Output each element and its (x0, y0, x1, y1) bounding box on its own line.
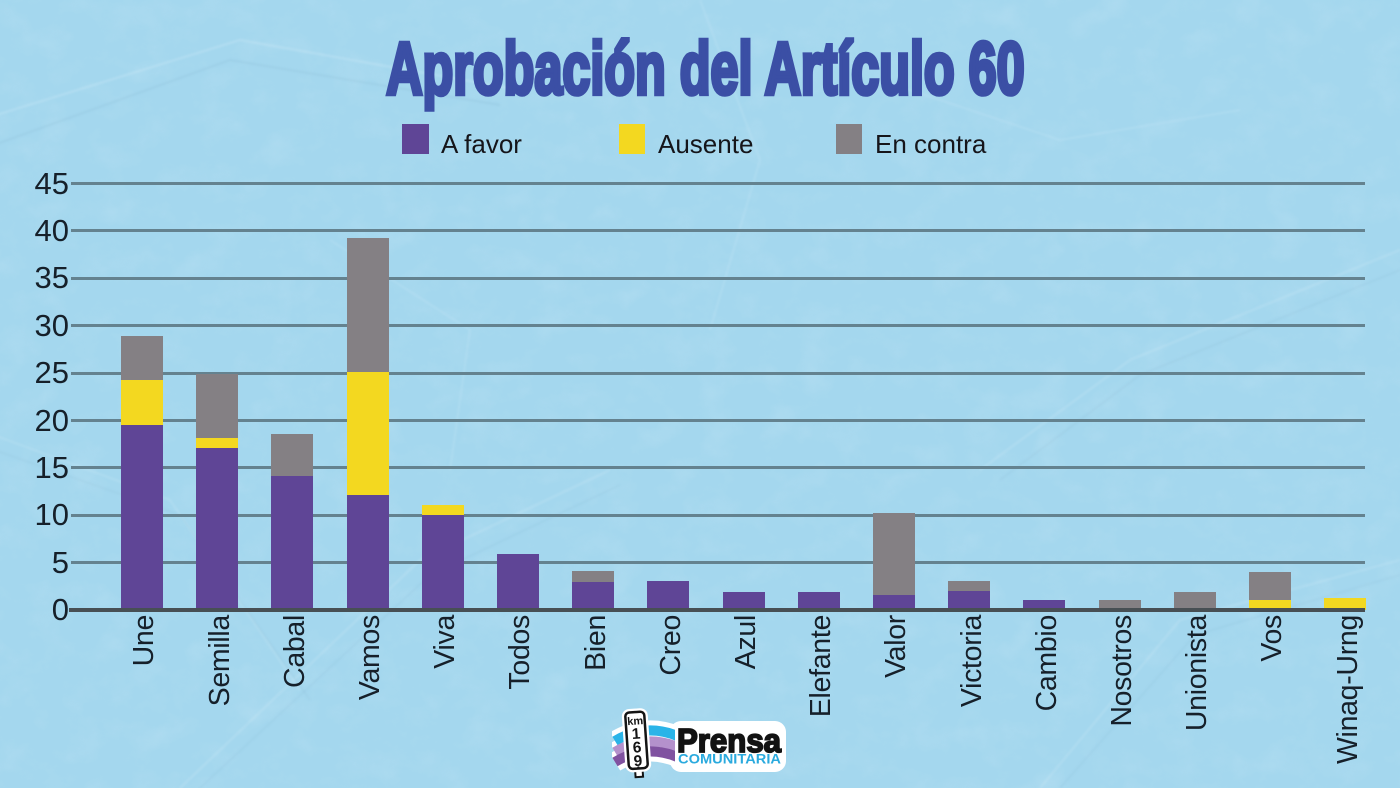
svg-text:6: 6 (632, 739, 642, 757)
svg-text:COMUNITARIA: COMUNITARIA (678, 752, 781, 767)
svg-text:Prensa: Prensa (677, 722, 782, 759)
svg-text:1: 1 (631, 726, 641, 744)
svg-text:9: 9 (633, 753, 643, 771)
svg-text:km: km (627, 715, 644, 728)
